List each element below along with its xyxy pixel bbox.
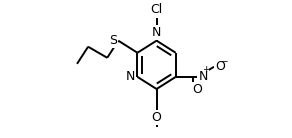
- Text: N: N: [152, 26, 161, 39]
- Text: O: O: [152, 111, 161, 124]
- Text: O: O: [215, 60, 225, 73]
- Text: Cl: Cl: [150, 3, 163, 16]
- Text: N: N: [198, 70, 208, 83]
- Text: −: −: [220, 56, 227, 65]
- Text: +: +: [202, 65, 210, 74]
- Text: S: S: [109, 34, 117, 47]
- Text: N: N: [126, 70, 135, 83]
- Text: O: O: [192, 83, 202, 95]
